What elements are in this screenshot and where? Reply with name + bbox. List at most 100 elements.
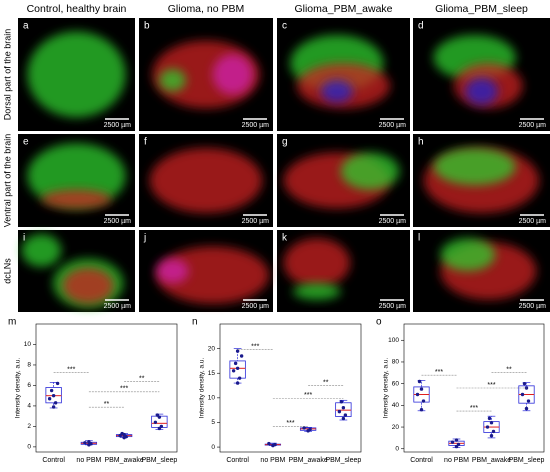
- fluorescence: [212, 54, 253, 95]
- fluorescence: [41, 189, 112, 209]
- data-point: [51, 405, 56, 409]
- image-panel: h 2500 µm: [413, 134, 550, 227]
- data-point: [456, 442, 461, 447]
- panel-letter: g: [282, 137, 288, 148]
- row-label: dcLNs: [2, 258, 12, 284]
- scale-bar-label: 2500 µm: [104, 218, 132, 225]
- y-axis-label: Intensity density, a.u.: [15, 358, 22, 419]
- significance-label: ***: [120, 386, 128, 393]
- y-tick-label: 0: [27, 444, 31, 451]
- fluorescence: [149, 147, 263, 214]
- column-header: Control, healthy brain: [27, 3, 127, 15]
- data-point: [49, 388, 54, 393]
- scale-bar-label: 2500 µm: [519, 122, 547, 129]
- significance-label: **: [323, 379, 329, 386]
- y-tick-label: 8: [27, 362, 31, 369]
- y-axis-label: Intensity density, a.u.: [199, 358, 206, 419]
- data-point: [526, 399, 531, 403]
- y-tick-label: 60: [392, 380, 400, 387]
- data-point: [83, 441, 87, 445]
- data-point: [522, 381, 527, 386]
- data-point: [239, 354, 244, 358]
- data-point: [155, 413, 160, 417]
- y-tick-label: 5: [211, 419, 215, 426]
- data-point: [235, 349, 240, 353]
- y-tick-label: 0: [211, 444, 215, 451]
- column-header: Glioma, no PBM: [168, 3, 244, 15]
- panel-letter: e: [23, 137, 29, 148]
- significance-label: ***: [286, 420, 294, 427]
- panel-letter: c: [282, 21, 287, 32]
- data-point: [489, 421, 494, 425]
- panel-letter: j: [143, 233, 146, 244]
- y-tick-label: 80: [392, 359, 400, 366]
- fluorescence: [62, 267, 114, 304]
- data-point: [489, 434, 494, 438]
- fluorescence: [340, 152, 400, 190]
- fluorescence: [283, 238, 351, 288]
- data-point: [487, 416, 492, 421]
- image-panel: a 2500 µm: [18, 18, 135, 131]
- image-panel: j 2500 µm: [139, 230, 273, 312]
- y-axis-label: Intensity density, a.u.: [383, 358, 390, 419]
- x-tick-label: Control: [42, 457, 65, 464]
- column-header: Glioma_PBM_sleep: [435, 3, 528, 15]
- image-panel: i 2500 µm: [18, 230, 135, 312]
- panel-letter: k: [282, 233, 288, 244]
- scale-bar-label: 2500 µm: [242, 303, 270, 310]
- panel-letter: h: [418, 137, 424, 148]
- plot-frame: [403, 323, 545, 453]
- fluorescence: [156, 258, 189, 284]
- data-point: [339, 400, 344, 404]
- fluorescence: [292, 283, 341, 300]
- x-tick-label: no PBM: [444, 457, 469, 464]
- y-tick-label: 4: [27, 403, 31, 410]
- scale-bar-label: 2500 µm: [379, 218, 407, 225]
- fluorescence: [27, 31, 126, 118]
- data-point: [55, 381, 60, 386]
- data-point: [450, 440, 455, 444]
- fluorescence: [440, 238, 496, 271]
- panel-letter: n: [192, 317, 198, 328]
- x-tick-label: PBM_sleep: [325, 457, 361, 464]
- data-point: [53, 401, 58, 405]
- significance-label: ***: [304, 392, 312, 399]
- data-point: [235, 381, 240, 385]
- y-tick-label: 40: [392, 402, 400, 409]
- data-point: [235, 366, 240, 371]
- scale-bar-label: 2500 µm: [242, 218, 270, 225]
- data-point: [524, 406, 529, 411]
- data-point: [485, 425, 490, 429]
- y-tick-label: 0: [395, 445, 399, 452]
- image-panel: e 2500 µm: [18, 134, 135, 227]
- y-tick-label: 20: [208, 345, 216, 352]
- scale-bar-label: 2500 µm: [104, 122, 132, 129]
- panel-letter: a: [23, 21, 29, 32]
- x-tick-label: Control: [410, 457, 433, 464]
- x-tick-label: Control: [226, 457, 249, 464]
- image-panel: f 2500 µm: [139, 134, 273, 227]
- y-tick-label: 10: [24, 341, 32, 348]
- data-point: [520, 392, 525, 397]
- data-point: [415, 392, 420, 397]
- significance-label: ***: [470, 405, 478, 412]
- column-header: Glioma_PBM_awake: [294, 3, 392, 15]
- fluorescence: [465, 77, 498, 106]
- data-point: [454, 444, 459, 449]
- significance-label: **: [104, 401, 110, 408]
- fluorescence: [21, 234, 62, 267]
- data-point: [341, 416, 346, 421]
- x-tick-label: PBM_awake: [288, 457, 327, 464]
- significance-label: **: [139, 375, 145, 382]
- data-point: [417, 379, 422, 384]
- row-label: Ventral part of the brain: [2, 134, 12, 228]
- y-tick-label: 15: [208, 370, 216, 377]
- data-point: [237, 376, 242, 380]
- x-tick-label: PBM_awake: [104, 457, 143, 464]
- data-point: [308, 427, 312, 432]
- image-panel: l 2500 µm: [413, 230, 550, 312]
- image-panel: k 2500 µm: [277, 230, 410, 312]
- box-chart: m Intensity density, a.u. 0 2 4 6 8 10 Control no…: [8, 317, 177, 464]
- box-chart: n Intensity density, a.u. 0 5 10 15 20 Control n…: [192, 317, 361, 464]
